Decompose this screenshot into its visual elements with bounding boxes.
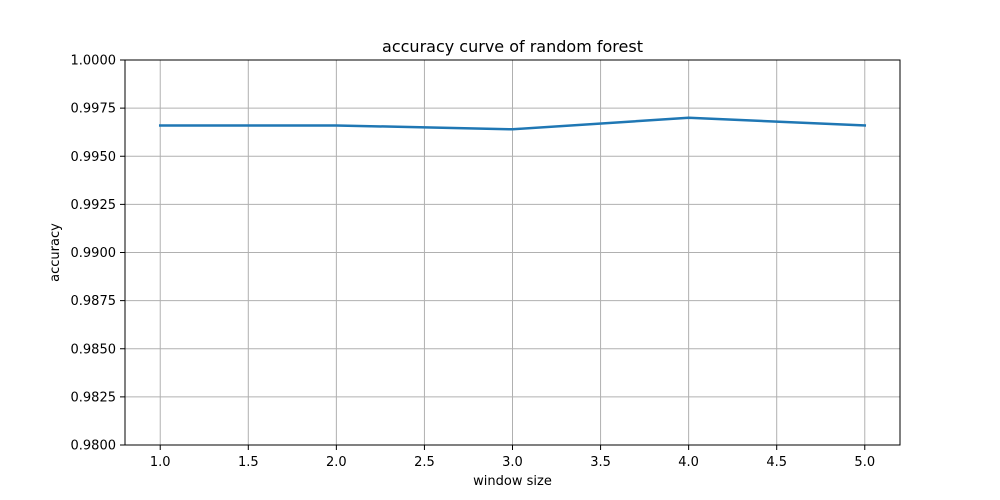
x-tick-label: 1.0 [150, 455, 171, 470]
x-tick-label: 2.5 [414, 455, 435, 470]
y-tick-label: 0.9975 [71, 102, 117, 117]
y-tick-label: 0.9825 [71, 390, 117, 405]
x-tick-label: 1.5 [238, 455, 259, 470]
chart-title: accuracy curve of random forest [382, 37, 643, 56]
x-tick-label: 4.5 [766, 455, 787, 470]
x-tick-label: 3.0 [502, 455, 523, 470]
x-axis-ticks: 1.0 1.5 2.0 2.5 3.0 3.5 4.0 4.5 5.0 [150, 445, 875, 470]
y-tick-label: 0.9800 [71, 439, 117, 454]
x-tick-label: 5.0 [854, 455, 875, 470]
y-axis-ticks: 0.9800 0.9825 0.9850 0.9875 0.9900 0.9925 0.99… [71, 54, 125, 454]
y-axis-label: accuracy [48, 223, 63, 282]
y-tick-label: 0.9900 [71, 246, 117, 261]
x-tick-label: 3.5 [590, 455, 611, 470]
y-tick-label: 0.9950 [71, 150, 117, 165]
y-tick-label: 0.9850 [71, 342, 117, 357]
x-tick-label: 2.0 [326, 455, 347, 470]
y-tick-label: 0.9875 [71, 294, 117, 309]
x-axis-label: window size [473, 474, 552, 489]
x-tick-label: 4.0 [678, 455, 699, 470]
series-layer [158, 116, 867, 131]
y-tick-label: 1.0000 [71, 54, 117, 69]
y-tick-label: 0.9925 [71, 198, 117, 213]
series-line [158, 116, 867, 131]
